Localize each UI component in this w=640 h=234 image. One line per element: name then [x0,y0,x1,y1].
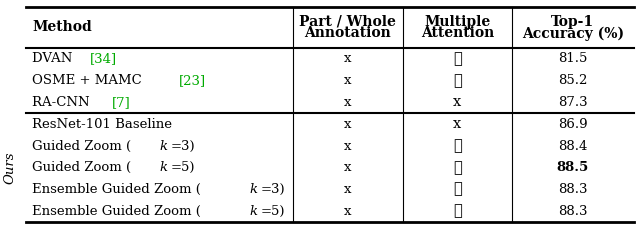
Text: Ensemble Guided Zoom (: Ensemble Guided Zoom ( [32,205,201,218]
Text: Top-1: Top-1 [551,15,595,29]
Text: [23]: [23] [179,74,206,87]
Text: 81.5: 81.5 [558,52,588,65]
Text: x: x [344,205,351,218]
Text: ✓: ✓ [453,205,461,218]
Text: 88.3: 88.3 [558,183,588,196]
Text: 85.2: 85.2 [558,74,588,87]
Text: Guided Zoom (: Guided Zoom ( [32,161,131,174]
Text: =3): =3) [170,139,195,153]
Text: Multiple: Multiple [424,15,490,29]
Text: Ours: Ours [3,152,16,184]
Text: [34]: [34] [90,52,116,65]
Text: 88.4: 88.4 [558,139,588,153]
Text: x: x [344,96,351,109]
Text: x: x [453,117,461,131]
Text: Attention: Attention [420,26,494,40]
Text: x: x [344,139,351,153]
Text: 86.9: 86.9 [558,118,588,131]
Text: ✓: ✓ [453,183,461,197]
Text: =5): =5) [260,205,285,218]
Text: DVAN: DVAN [32,52,77,65]
Text: ✓: ✓ [453,52,461,66]
Text: x: x [453,95,461,110]
Text: k: k [250,205,258,218]
Text: ✓: ✓ [453,161,461,175]
Text: ResNet-101 Baseline: ResNet-101 Baseline [32,118,172,131]
Text: k: k [250,183,258,196]
Text: =3): =3) [260,183,285,196]
Text: Part / Whole: Part / Whole [300,15,396,29]
Text: Method: Method [32,21,92,34]
Text: Accuracy (%): Accuracy (%) [522,26,624,40]
Text: x: x [344,118,351,131]
Text: Ensemble Guided Zoom (: Ensemble Guided Zoom ( [32,183,201,196]
Text: Annotation: Annotation [305,26,391,40]
Text: k: k [160,139,168,153]
Text: OSME + MAMC: OSME + MAMC [32,74,146,87]
Text: x: x [344,52,351,65]
Text: x: x [344,74,351,87]
Text: [7]: [7] [112,96,131,109]
Text: x: x [344,161,351,174]
Text: RA-CNN: RA-CNN [32,96,94,109]
Text: x: x [344,183,351,196]
Text: Guided Zoom (: Guided Zoom ( [32,139,131,153]
Text: =5): =5) [170,161,195,174]
Text: ✓: ✓ [453,74,461,88]
Text: 87.3: 87.3 [558,96,588,109]
Text: 88.3: 88.3 [558,205,588,218]
Text: 88.5: 88.5 [557,161,589,174]
Text: k: k [160,161,168,174]
Text: ✓: ✓ [453,139,461,153]
